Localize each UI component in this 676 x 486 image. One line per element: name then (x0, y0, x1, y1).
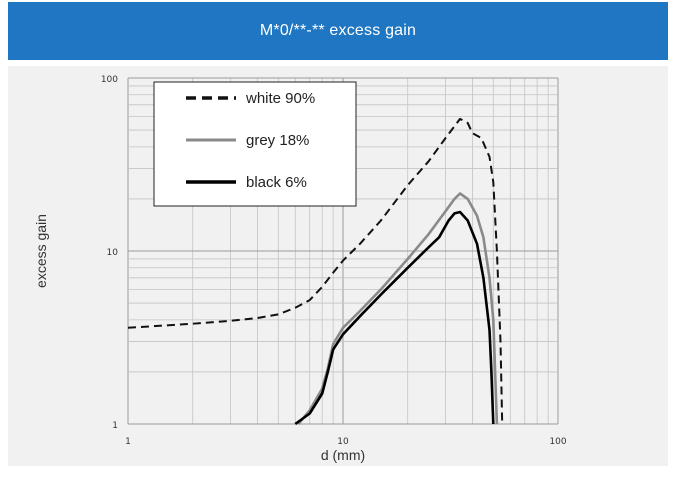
y-axis-title: excess gain (33, 214, 49, 288)
chart-header: M*0/**-** excess gain (8, 2, 668, 60)
legend-label-white: white 90% (245, 90, 315, 107)
y-tick-label: 1 (112, 421, 118, 431)
series-line-black (294, 210, 495, 426)
x-tick-label: 100 (549, 437, 566, 447)
legend-box (153, 81, 357, 207)
y-tick-label: 100 (101, 75, 118, 85)
series-line-white (127, 117, 504, 425)
series-layer (127, 117, 504, 426)
x-tick-label: 10 (337, 437, 349, 447)
y-tick-label: 10 (107, 248, 119, 258)
chart-title: M*0/**-** excess gain (259, 22, 417, 39)
series-line-grey (297, 192, 499, 425)
legend: white 90% grey 18% black 6% (153, 81, 357, 207)
x-tick-label: 1 (125, 437, 131, 447)
x-axis-title: d (mm) (321, 447, 365, 463)
chart-panel: 1 10 100 1 10 100 d (mm) excess gain whi… (8, 66, 668, 466)
excess-gain-chart: 1 10 100 1 10 100 d (mm) excess gain whi… (33, 75, 567, 463)
legend-label-black: black 6% (246, 174, 307, 191)
axis-labels: 1 10 100 1 10 100 d (mm) excess gain (33, 75, 567, 463)
legend-label-grey: grey 18% (246, 132, 309, 149)
